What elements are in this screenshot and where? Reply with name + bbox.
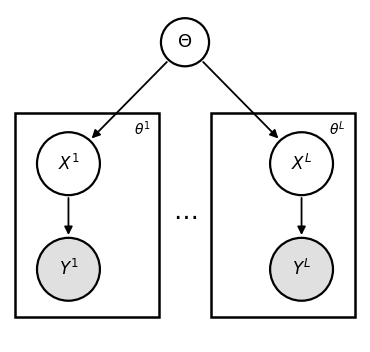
Bar xyxy=(15,113,159,317)
Text: $Y^1$: $Y^1$ xyxy=(58,259,78,279)
Text: $Y^L$: $Y^L$ xyxy=(292,259,311,279)
Ellipse shape xyxy=(270,238,333,301)
Text: $X^1$: $X^1$ xyxy=(58,153,79,174)
Ellipse shape xyxy=(37,238,100,301)
Text: $\Theta$: $\Theta$ xyxy=(178,33,192,51)
Text: $\cdots$: $\cdots$ xyxy=(173,205,197,228)
Ellipse shape xyxy=(161,18,209,66)
Ellipse shape xyxy=(270,132,333,195)
Ellipse shape xyxy=(37,132,100,195)
Text: $X^L$: $X^L$ xyxy=(291,153,312,174)
Text: $\theta^1$: $\theta^1$ xyxy=(134,119,151,138)
Text: $\theta^L$: $\theta^L$ xyxy=(329,119,346,138)
Bar xyxy=(211,113,355,317)
